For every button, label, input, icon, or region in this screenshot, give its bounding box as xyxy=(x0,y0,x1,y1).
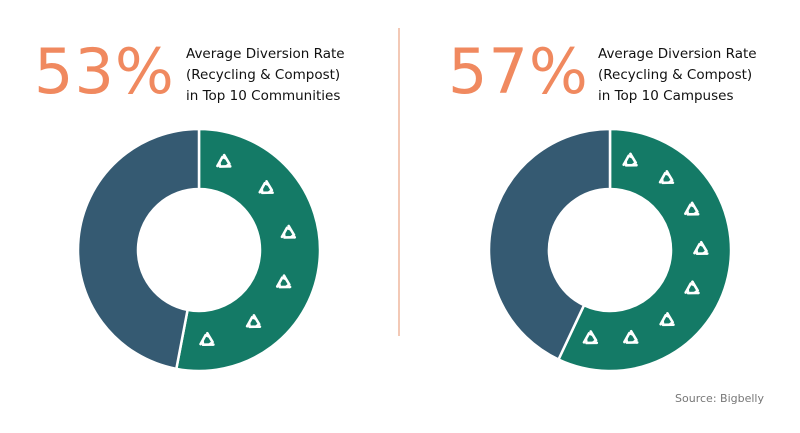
recycle-icon xyxy=(684,201,700,216)
source-note: Source: Bigbelly xyxy=(675,392,764,405)
campuses-panel: 57% Average Diversion Rate (Recycling & … xyxy=(400,0,800,433)
diverted-slice xyxy=(175,128,321,372)
communities-title-line-2: (Recycling & Compost) xyxy=(186,67,341,83)
recycle-icon xyxy=(623,329,639,344)
recycle-icon xyxy=(258,180,274,195)
communities-rate-value: 53% xyxy=(34,35,175,108)
not-diverted-slice xyxy=(488,128,612,361)
recycle-icon xyxy=(622,152,638,167)
communities-donut-chart xyxy=(77,128,321,372)
not-diverted-slice xyxy=(77,128,201,371)
recycle-icon xyxy=(199,331,215,346)
recycle-icon xyxy=(216,153,232,168)
communities-title-line-3: in Top 10 Communities xyxy=(186,88,341,104)
communities-panel: 53% Average Diversion Rate (Recycling & … xyxy=(34,35,345,372)
recycle-icon xyxy=(658,170,675,185)
campuses-title-line-2: (Recycling & Compost) xyxy=(598,67,753,83)
diverted-slice xyxy=(557,128,732,372)
recycle-icon xyxy=(693,240,709,255)
recycle-icon xyxy=(245,314,262,329)
campuses-donut-chart xyxy=(488,128,732,372)
communities-title-line-1: Average Diversion Rate xyxy=(186,46,345,62)
recycle-icon xyxy=(684,280,700,295)
recycle-icon xyxy=(280,224,297,239)
campuses-rate-value: 57% xyxy=(448,35,589,108)
panel-divider xyxy=(398,28,400,336)
campuses-title-line-3: in Top 10 Campuses xyxy=(598,88,734,104)
communities-rate-title: Average Diversion Rate (Recycling & Comp… xyxy=(186,44,345,107)
campuses-title-line-1: Average Diversion Rate xyxy=(598,46,757,62)
campuses-rate-title: Average Diversion Rate (Recycling & Comp… xyxy=(598,44,757,107)
recycle-icon xyxy=(275,274,292,289)
recycle-icon xyxy=(659,312,675,327)
recycle-icon xyxy=(582,330,599,345)
